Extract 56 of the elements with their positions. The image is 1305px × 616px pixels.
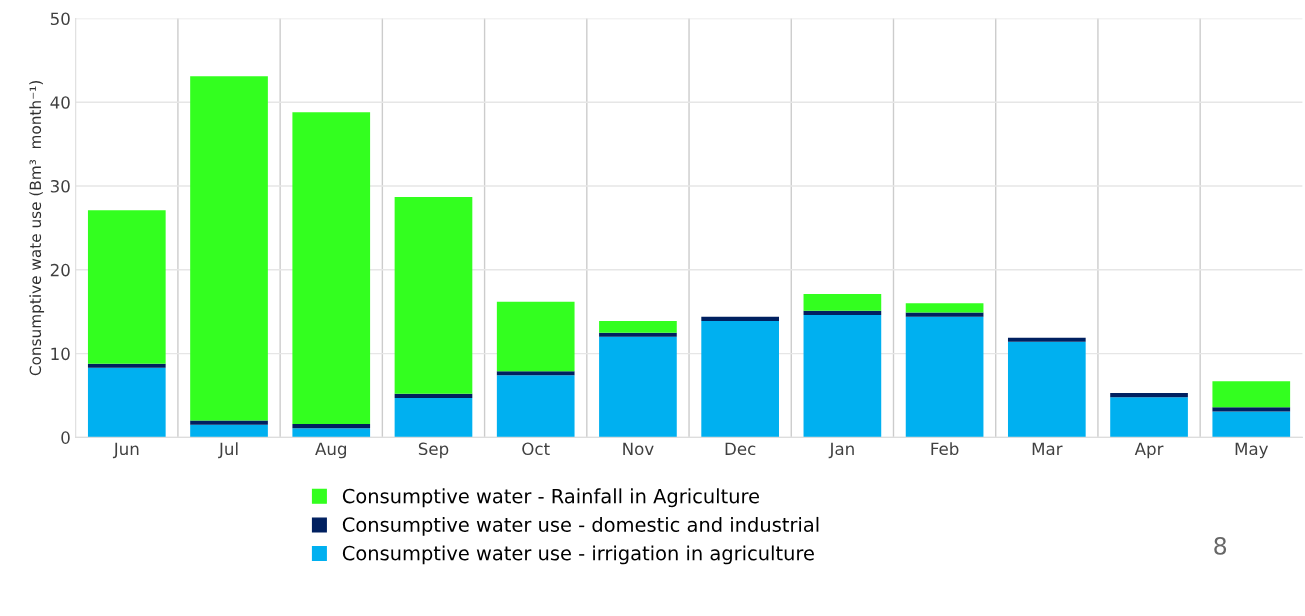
bar bbox=[1007, 341, 1086, 438]
legend-label: Consumptive water use - domestic and industrial bbox=[342, 516, 819, 536]
bar bbox=[292, 428, 371, 438]
bar bbox=[803, 294, 882, 311]
bar bbox=[292, 423, 371, 429]
x-tick-label: Aug bbox=[315, 442, 347, 459]
x-tick-label: Dec bbox=[725, 442, 756, 456]
bar bbox=[1212, 411, 1291, 438]
x-tick-label: Jan bbox=[828, 442, 854, 459]
bar bbox=[190, 76, 268, 421]
bar bbox=[394, 196, 473, 394]
bar bbox=[701, 320, 779, 438]
x-tick-label: Jul bbox=[218, 442, 238, 459]
bar bbox=[905, 312, 984, 317]
y-axis-title: Consumptive wate use (Bm³ month⁻¹) bbox=[29, 81, 45, 376]
x-tick-label: Apr bbox=[1134, 442, 1164, 459]
legend-label: Consumptive water - Rainfall in Agriculture bbox=[342, 488, 760, 508]
y-tick-label: 0 bbox=[61, 431, 70, 444]
bar bbox=[599, 332, 677, 337]
bar bbox=[1212, 381, 1291, 408]
bar bbox=[190, 420, 268, 425]
x-tick-label: Sep bbox=[418, 442, 449, 459]
bar bbox=[1212, 407, 1291, 412]
y-tick-label: 10 bbox=[51, 347, 70, 361]
bar bbox=[599, 320, 677, 333]
bar bbox=[1007, 337, 1086, 342]
bar bbox=[394, 397, 473, 438]
x-tick-label: Jun bbox=[112, 442, 139, 459]
x-tick-label: Nov bbox=[623, 442, 654, 456]
bar bbox=[701, 316, 779, 321]
bar bbox=[1110, 392, 1188, 398]
bar bbox=[190, 424, 268, 438]
bar bbox=[599, 336, 677, 438]
bar bbox=[905, 303, 984, 313]
y-tick-label: 50 bbox=[50, 12, 70, 26]
y-tick-label: 40 bbox=[50, 96, 70, 109]
bar bbox=[496, 375, 575, 438]
x-tick-label: Mar bbox=[1032, 442, 1063, 456]
y-tick-label: 30 bbox=[50, 179, 70, 193]
bar bbox=[394, 393, 473, 398]
legend-label: Consumptive water use - irrigation in agriculture bbox=[342, 545, 814, 565]
bar bbox=[803, 315, 882, 438]
x-tick-label: Feb bbox=[931, 442, 959, 456]
bar bbox=[87, 210, 166, 364]
bar bbox=[1110, 397, 1188, 438]
y-tick-label: 20 bbox=[50, 263, 70, 277]
bar bbox=[292, 112, 371, 424]
x-tick-label: May bbox=[1235, 442, 1269, 459]
bar bbox=[87, 367, 166, 438]
text: 8 bbox=[1214, 536, 1227, 555]
bar bbox=[905, 316, 984, 438]
bar bbox=[803, 310, 882, 316]
bar bbox=[87, 363, 166, 368]
x-tick-label: Oct bbox=[522, 442, 550, 456]
bar bbox=[496, 301, 575, 372]
bar bbox=[496, 371, 575, 376]
